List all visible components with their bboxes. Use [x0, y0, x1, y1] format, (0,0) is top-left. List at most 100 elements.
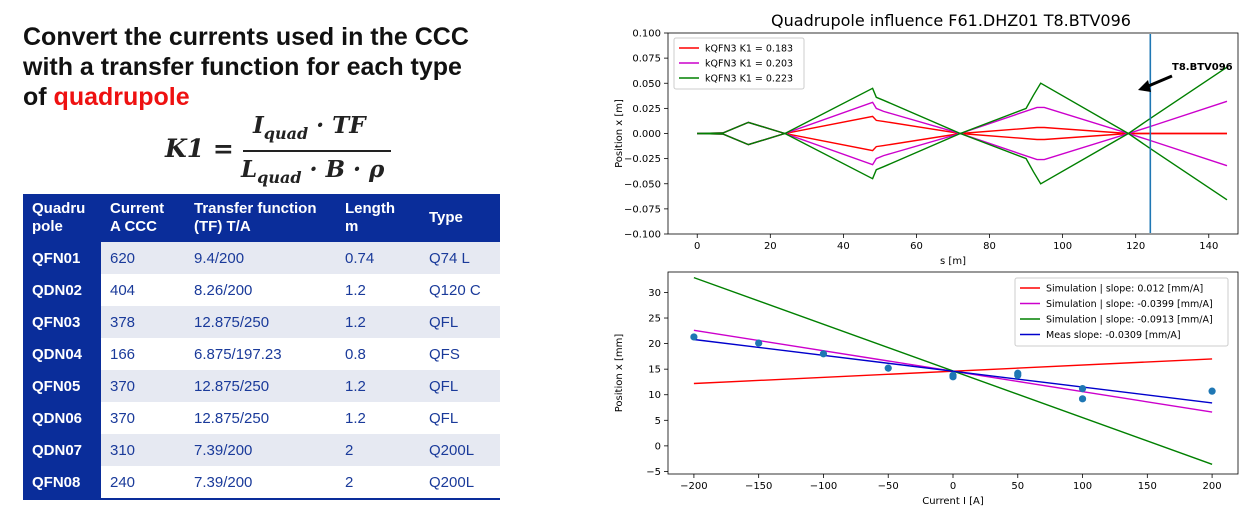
x-tick-label: 0 — [694, 241, 700, 252]
y-tick-label: −0.075 — [624, 204, 661, 215]
y-tick-label: −0.100 — [624, 230, 661, 241]
series-line-mirror — [697, 132, 1228, 201]
chart-title: Quadrupole influence F61.DHZ01 T8.BTV096 — [771, 11, 1131, 30]
table-cell: 7.39/200 — [185, 466, 336, 499]
header-text: pole — [32, 218, 63, 235]
y-axis-label: Position x [mm] — [614, 334, 625, 413]
table-cell: 6.875/197.23 — [185, 338, 336, 370]
measurement-point — [884, 364, 892, 372]
legend-box — [673, 37, 805, 90]
x-tick-label: −200 — [680, 481, 707, 492]
header-text: Type — [429, 209, 463, 226]
slide-heading: Convert the currents used in the CCC wit… — [23, 22, 583, 112]
table-row: QDN06 370 12.875/250 1.2 QFL — [23, 402, 500, 434]
legend-label: Simulation | slope: -0.0913 [mm/A] — [1046, 315, 1213, 326]
measurement-point — [819, 350, 828, 358]
header-text: m — [345, 218, 359, 235]
table-cell: QFL — [420, 402, 500, 434]
header-text: Current — [110, 200, 165, 217]
table-row: QDN07 310 7.39/200 2 Q200L — [23, 434, 500, 466]
table-cell: QFL — [420, 306, 500, 338]
col-header-quadrupole: Quadru pole — [23, 194, 101, 242]
table-cell: QFN05 — [23, 370, 101, 402]
header-text: A CCC — [110, 218, 157, 235]
table-cell: 0.74 — [336, 242, 420, 274]
measurement-point — [755, 339, 763, 347]
legend-label: Simulation | slope: 0.012 [mm/A] — [1046, 284, 1203, 295]
measurement-point — [690, 333, 698, 341]
legend-label: kQFN3 K1 = 0.203 — [705, 59, 793, 70]
x-tick-label: 0 — [950, 481, 956, 492]
x-axis-label: Current I [A] — [922, 496, 984, 506]
table-cell: 7.39/200 — [185, 434, 336, 466]
x-tick-label: 80 — [983, 241, 996, 252]
table-cell: QFN03 — [23, 306, 101, 338]
y-tick-label: −0.050 — [624, 179, 661, 190]
header-text: Transfer function — [194, 200, 317, 217]
table-cell: QDN04 — [23, 338, 101, 370]
y-tick-label: 30 — [648, 288, 661, 299]
table-cell: QFS — [420, 338, 500, 370]
table-cell: 310 — [101, 434, 185, 466]
heading-line-2: with a transfer function for each type — [23, 53, 462, 81]
table-cell: 12.875/250 — [185, 306, 336, 338]
table-cell: 370 — [101, 402, 185, 434]
table-cell: Q74 L — [420, 242, 500, 274]
x-axis-label: s [m] — [940, 256, 966, 267]
quadrupole-table: Quadru pole Current A CCC Transfer functio… — [23, 194, 500, 500]
annotation-arrow-shaft — [1145, 74, 1173, 89]
y-tick-label: 0.000 — [632, 129, 661, 140]
table-row: QFN03 378 12.875/250 1.2 QFL — [23, 306, 500, 338]
table-cell: QDN07 — [23, 434, 101, 466]
col-header-transfer-function: Transfer function (TF) T/A — [185, 194, 336, 242]
col-header-length: Length m — [336, 194, 420, 242]
table-row: QDN04 166 6.875/197.23 0.8 QFS — [23, 338, 500, 370]
y-tick-label: 0.075 — [632, 54, 661, 65]
x-tick-label: 60 — [910, 241, 923, 252]
x-tick-label: 50 — [1011, 481, 1024, 492]
x-tick-label: 100 — [1053, 241, 1072, 252]
legend-label: kQFN3 K1 = 0.183 — [705, 44, 793, 55]
legend-label: Simulation | slope: -0.0399 [mm/A] — [1046, 299, 1213, 310]
table-cell: QDN02 — [23, 274, 101, 306]
x-tick-label: 120 — [1126, 241, 1145, 252]
heading-line-3-prefix: of — [23, 83, 54, 111]
x-tick-label: −100 — [810, 481, 837, 492]
x-tick-label: 200 — [1203, 481, 1222, 492]
table-cell: 1.2 — [336, 402, 420, 434]
table-cell: QFN01 — [23, 242, 101, 274]
x-tick-label: −150 — [745, 481, 772, 492]
y-tick-label: −5 — [646, 467, 661, 478]
table-row: QFN05 370 12.875/250 1.2 QFL — [23, 370, 500, 402]
formula-denominator: Lquad · B · ρ — [241, 156, 384, 187]
annotation-label: T8.BTV096 — [1172, 62, 1233, 73]
table-cell: 0.8 — [336, 338, 420, 370]
series-line — [697, 66, 1228, 135]
legend-label: kQFN3 K1 = 0.223 — [705, 74, 793, 85]
table-cell: 8.26/200 — [185, 274, 336, 306]
table-cell: QFL — [420, 370, 500, 402]
table-cell: QDN06 — [23, 402, 101, 434]
header-text: Quadru — [32, 200, 86, 217]
formula-den-sub: quad — [257, 168, 302, 187]
table-cell: 1.2 — [336, 306, 420, 338]
x-tick-label: 100 — [1073, 481, 1092, 492]
table-row: QFN01 620 9.4/200 0.74 Q74 L — [23, 242, 500, 274]
table-header-row: Quadru pole Current A CCC Transfer functio… — [23, 194, 500, 242]
y-tick-label: 5 — [655, 416, 661, 427]
table-cell: 12.875/250 — [185, 402, 336, 434]
x-tick-label: −50 — [878, 481, 899, 492]
table-cell: 378 — [101, 306, 185, 338]
header-text: Length — [345, 200, 395, 217]
formula-num-rest: · TF — [308, 112, 366, 139]
y-tick-label: 0.100 — [632, 29, 661, 40]
legend-box — [1014, 277, 1229, 347]
y-tick-label: 0.050 — [632, 79, 661, 90]
y-tick-label: 0 — [655, 441, 661, 452]
table-cell: 370 — [101, 370, 185, 402]
formula-numerator: Iquad · TF — [253, 112, 366, 143]
x-tick-label: 20 — [764, 241, 777, 252]
table-cell: 1.2 — [336, 274, 420, 306]
header-text: (TF) T/A — [194, 218, 251, 235]
